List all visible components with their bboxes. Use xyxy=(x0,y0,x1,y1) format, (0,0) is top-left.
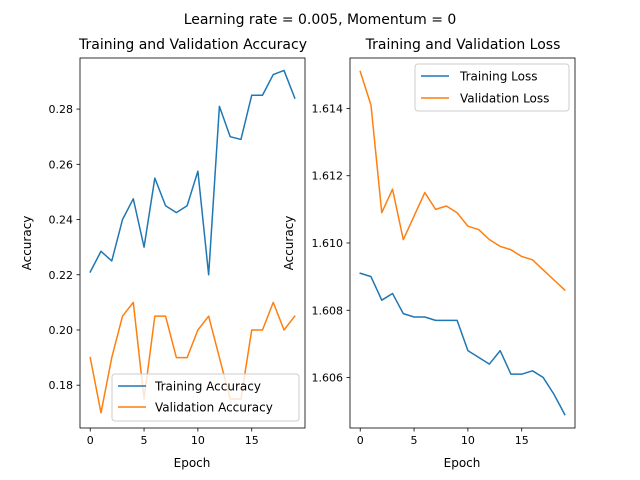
accuracy-x-axis-label: Epoch xyxy=(174,456,211,470)
legend-label-validation-accuracy: Validation Accuracy xyxy=(155,401,273,415)
series-line-validation-loss xyxy=(359,70,566,292)
series-line-validation-accuracy xyxy=(89,301,296,414)
accuracy-plot-frame xyxy=(79,57,306,429)
loss-ticks: 0 5 10 15 1.606 1.608 1.610 1.612 1.614 xyxy=(312,102,529,447)
loss-chart-title: Training and Validation Loss xyxy=(365,37,561,53)
accuracy-x-tick-label: 10 xyxy=(191,434,205,447)
accuracy-x-tick-label: 15 xyxy=(245,434,259,447)
accuracy-y-tick-label: 0.26 xyxy=(49,158,74,171)
accuracy-ticks: 0 5 10 15 0.18 0.20 0.22 0.24 0.26 0.28 xyxy=(49,103,259,447)
loss-x-tick-label: 10 xyxy=(461,434,475,447)
loss-y-tick-label: 1.606 xyxy=(312,372,344,385)
accuracy-legend-frame xyxy=(111,373,300,422)
legend-label-training-loss: Training Loss xyxy=(459,70,537,84)
loss-y-axis-label: Accuracy xyxy=(282,216,296,271)
accuracy-y-tick-label: 0.20 xyxy=(49,324,74,337)
loss-y-tick-label: 1.612 xyxy=(312,170,344,183)
accuracy-x-tick-label: 0 xyxy=(87,434,94,447)
loss-y-tick-label: 1.608 xyxy=(312,304,344,317)
loss-x-tick-label: 15 xyxy=(515,434,529,447)
accuracy-series-lines xyxy=(89,69,296,414)
loss-y-tick-label: 1.610 xyxy=(312,237,344,250)
loss-chart: Training and Validation Loss 0 5 10 15 1.606… xyxy=(282,37,576,470)
loss-series-lines xyxy=(359,70,566,416)
loss-legend: Training Loss Validation Loss xyxy=(414,63,570,112)
accuracy-y-tick-label: 0.28 xyxy=(49,103,74,116)
accuracy-y-tick-label: 0.18 xyxy=(49,379,74,392)
accuracy-chart-title: Training and Validation Accuracy xyxy=(78,37,307,53)
accuracy-y-axis-label: Accuracy xyxy=(20,216,34,271)
legend-label-training-accuracy: Training Accuracy xyxy=(154,380,261,394)
loss-legend-frame xyxy=(414,63,570,112)
loss-y-tick-label: 1.614 xyxy=(312,102,344,115)
loss-plot-frame xyxy=(349,57,576,429)
loss-x-axis-label: Epoch xyxy=(444,456,481,470)
accuracy-x-tick-label: 5 xyxy=(141,434,148,447)
series-line-training-loss xyxy=(359,272,566,416)
loss-x-tick-label: 0 xyxy=(357,434,364,447)
series-line-training-accuracy xyxy=(89,69,296,276)
figure-suptitle: Learning rate = 0.005, Momentum = 0 xyxy=(184,12,457,28)
accuracy-legend: Training Accuracy Validation Accuracy xyxy=(111,373,300,422)
accuracy-y-tick-label: 0.24 xyxy=(49,214,74,227)
accuracy-y-tick-label: 0.22 xyxy=(49,269,74,282)
accuracy-chart: Training and Validation Accuracy 0 5 10 150… xyxy=(20,37,307,470)
loss-x-tick-label: 5 xyxy=(411,434,418,447)
legend-label-validation-loss: Validation Loss xyxy=(460,92,549,106)
